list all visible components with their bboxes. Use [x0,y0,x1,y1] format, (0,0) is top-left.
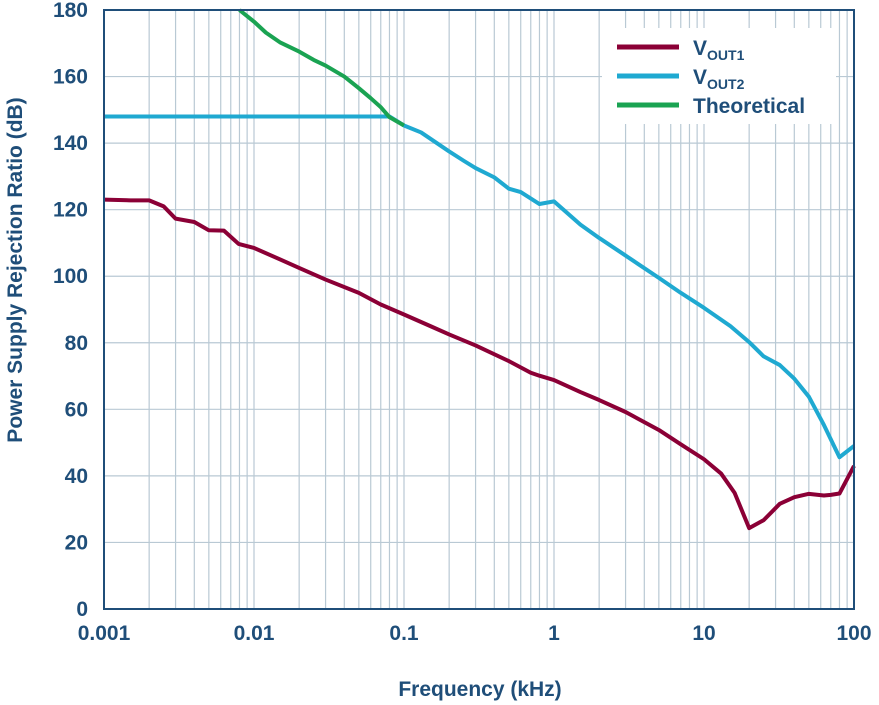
x-tick-label: 0.1 [389,622,419,645]
series-lines [103,8,856,531]
y-tick-label: 40 [65,465,88,488]
y-tick-label: 180 [53,0,88,22]
legend-label-vout1: VOUT1 [693,37,745,63]
y-axis-label: Power Supply Rejection Ratio (dB) [4,97,27,442]
y-tick-label: 100 [53,265,88,288]
x-tick-label: 0.01 [234,622,275,645]
series-line-vout2 [104,114,856,460]
series-line-vout1 [103,197,856,531]
legend-label-main: Theoretical [693,95,805,118]
y-tick-labels: 0 20 40 60 80 100 120 140 160 180 [53,0,88,621]
legend-label-subscript: OUT1 [707,47,745,63]
x-tick-label: 100 [836,622,871,645]
legend-label-vout2: VOUT2 [693,66,745,92]
y-tick-label: 0 [76,598,88,621]
legend-label-main: V [693,37,707,60]
x-tick-labels: 0.001 0.01 0.1 1 10 100 [78,622,872,645]
y-tick-label: 80 [65,332,88,355]
legend-label-theoretical: Theoretical [693,95,805,118]
y-tick-label: 20 [65,531,88,554]
y-tick-label: 120 [53,199,88,222]
y-tick-label: 60 [65,398,88,421]
x-tick-label: 0.001 [78,622,131,645]
series-line-theoretical [238,8,405,128]
x-tick-label: 10 [692,622,715,645]
y-tick-label: 160 [53,66,88,89]
y-tick-label: 140 [53,132,88,155]
legend-label-subscript: OUT2 [707,76,745,92]
plot-frame [103,9,855,610]
x-tick-label: 1 [548,622,560,645]
x-axis-label: Frequency (kHz) [398,678,561,701]
legend-label-main: V [693,66,707,89]
